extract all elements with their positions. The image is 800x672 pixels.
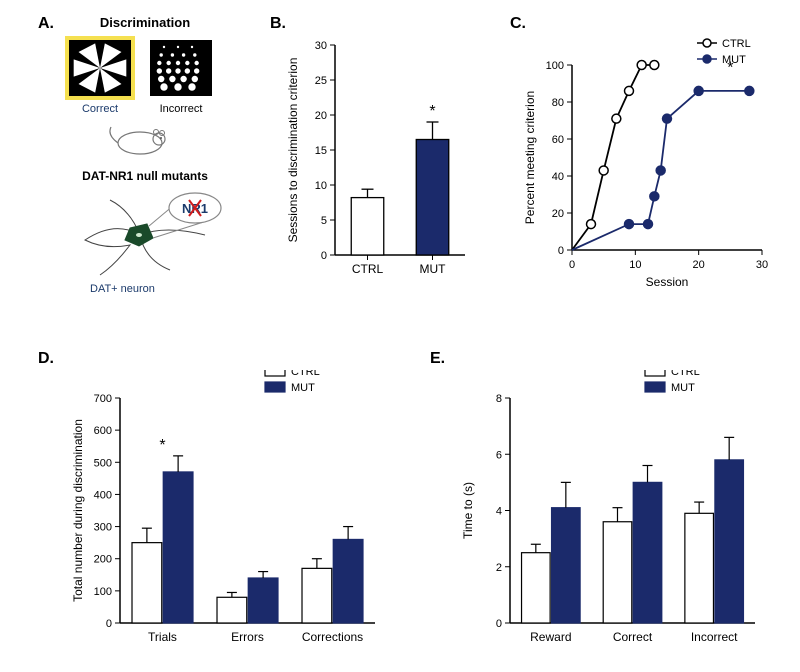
- discrimination-title: Discrimination: [55, 15, 235, 30]
- svg-text:600: 600: [94, 425, 112, 437]
- svg-text:0: 0: [321, 250, 327, 262]
- svg-text:Correct: Correct: [613, 630, 653, 644]
- panel-c-chart: 0 20 40 60 80 100 0 10 20 30 Percent meeting crite…: [510, 35, 785, 295]
- svg-text:Errors: Errors: [231, 630, 264, 644]
- svg-text:CTRL: CTRL: [671, 370, 700, 378]
- panel-d-chart: 0 100 200 300 400 500 600 700 Total number durin…: [55, 370, 395, 655]
- panel-a: Discrimination Correct Incorrect DAT-NR1 n…: [55, 15, 235, 300]
- svg-text:700: 700: [94, 393, 112, 405]
- svg-text:20: 20: [693, 259, 705, 271]
- svg-text:Session: Session: [646, 275, 689, 289]
- svg-text:400: 400: [94, 489, 112, 501]
- svg-text:Trials: Trials: [148, 630, 177, 644]
- svg-text:MUT: MUT: [722, 54, 746, 66]
- svg-text:200: 200: [94, 554, 112, 566]
- panel-b-chart: 0 5 10 15 20 25 30 Sessions to discrimination c…: [270, 35, 480, 295]
- svg-text:*: *: [727, 60, 733, 77]
- svg-text:Incorrect: Incorrect: [160, 103, 203, 115]
- svg-text:20: 20: [552, 208, 564, 220]
- svg-text:Incorrect: Incorrect: [691, 630, 738, 644]
- svg-text:100: 100: [546, 60, 564, 72]
- panel-d-label: D.: [38, 350, 54, 368]
- svg-text:20: 20: [315, 110, 327, 122]
- svg-text:2: 2: [496, 562, 502, 574]
- svg-text:6: 6: [496, 449, 502, 461]
- svg-text:MUT: MUT: [671, 382, 695, 394]
- svg-text:25: 25: [315, 75, 327, 87]
- svg-text:MUT: MUT: [420, 262, 447, 276]
- svg-text:30: 30: [315, 40, 327, 52]
- svg-text:Reward: Reward: [530, 630, 571, 644]
- svg-text:300: 300: [94, 522, 112, 534]
- panel-a-label: A.: [38, 15, 54, 33]
- svg-text:Sessions to discrimination cri: Sessions to discrimination criterion: [286, 58, 300, 243]
- panel-d: 0 100 200 300 400 500 600 700 Total number durin…: [55, 370, 395, 655]
- svg-text:0: 0: [106, 618, 112, 630]
- panel-a-svg: CorrectIncorrectDAT-NR1 null mutantsNR1D…: [55, 30, 235, 300]
- svg-text:0: 0: [496, 618, 502, 630]
- panel-e: 0 2 4 6 8 Time to (s) CTRL MUT Reward Correct Inco…: [445, 370, 775, 655]
- svg-text:Total number during discrimina: Total number during discrimination: [71, 419, 85, 602]
- svg-text:0: 0: [558, 245, 564, 257]
- svg-text:DAT+ neuron: DAT+ neuron: [90, 283, 155, 295]
- svg-text:8: 8: [496, 393, 502, 405]
- svg-text:30: 30: [756, 259, 768, 271]
- panel-e-label: E.: [430, 350, 445, 368]
- svg-text:CTRL: CTRL: [291, 370, 320, 378]
- svg-text:40: 40: [552, 171, 564, 183]
- svg-text:15: 15: [315, 145, 327, 157]
- svg-text:DAT-NR1 null mutants: DAT-NR1 null mutants: [82, 169, 208, 183]
- panel-c: 0 20 40 60 80 100 0 10 20 30 Percent meeting crite…: [510, 35, 785, 295]
- svg-text:4: 4: [496, 506, 502, 518]
- svg-text:CTRL: CTRL: [352, 262, 384, 276]
- svg-text:80: 80: [552, 97, 564, 109]
- svg-text:500: 500: [94, 457, 112, 469]
- panel-c-label: C.: [510, 15, 526, 33]
- svg-text:5: 5: [321, 215, 327, 227]
- svg-text:10: 10: [629, 259, 641, 271]
- svg-text:Time to (s): Time to (s): [461, 482, 475, 539]
- svg-text:MUT: MUT: [291, 382, 315, 394]
- panel-b: 0 5 10 15 20 25 30 Sessions to discrimination c…: [270, 35, 480, 295]
- svg-text:Corrections: Corrections: [302, 630, 363, 644]
- svg-text:10: 10: [315, 180, 327, 192]
- svg-text:CTRL: CTRL: [722, 38, 751, 50]
- svg-text:*: *: [159, 437, 165, 454]
- svg-text:Percent meeting criterion: Percent meeting criterion: [523, 91, 537, 224]
- panel-e-chart: 0 2 4 6 8 Time to (s) CTRL MUT Reward Correct Inco…: [445, 370, 775, 655]
- svg-text:Correct: Correct: [82, 103, 118, 115]
- svg-text:60: 60: [552, 134, 564, 146]
- panel-b-label: B.: [270, 15, 286, 33]
- svg-text:100: 100: [94, 586, 112, 598]
- svg-text:0: 0: [569, 259, 575, 271]
- svg-text:*: *: [429, 103, 435, 120]
